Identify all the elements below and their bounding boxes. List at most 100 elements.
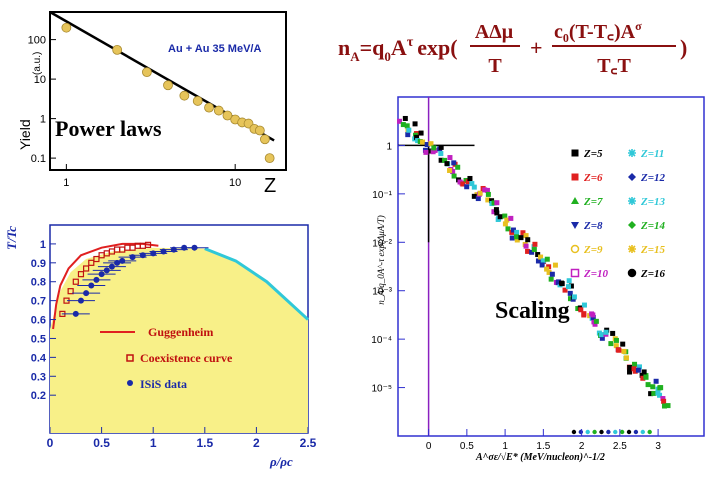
coexistence-point (144, 241, 152, 248)
formula-frac1-den: T (488, 55, 502, 77)
scaling-legend-label: Z=11 (640, 148, 664, 160)
scaling-x-tick-label: 3 (655, 441, 661, 452)
scaling-point (608, 341, 614, 347)
coexistence-x-tick-label: 2.5 (300, 436, 317, 450)
scaling-y-tick-label: 10⁻⁵ (371, 384, 392, 395)
scaling-point (520, 230, 526, 236)
power-law-point (61, 22, 72, 33)
coexistence-y-tick-label: 0.7 (31, 296, 46, 308)
isis-point (191, 244, 198, 251)
power-law-point (213, 105, 224, 116)
scaling-point (502, 221, 508, 227)
scaling-legend-marker (628, 173, 636, 181)
isis-point (88, 282, 95, 289)
scaling-point (477, 190, 483, 196)
scaling-point (514, 229, 520, 235)
scaling-legend-label: Z=5 (583, 148, 603, 160)
scaling-point (619, 429, 625, 435)
scaling-point (438, 151, 444, 157)
coexistence-y-tick-label: 0.2 (31, 390, 46, 402)
scaling-point (603, 329, 609, 335)
power-law-xlabel: Z (264, 175, 276, 197)
scaling-legend-label: Z=8 (583, 220, 603, 232)
scaling-point (471, 184, 477, 190)
coexistence-y-tick-label: 0.3 (31, 371, 46, 383)
formula-eq: =q (360, 35, 386, 60)
scaling-point (599, 335, 605, 341)
scaling-point (414, 134, 420, 140)
scaling-point (485, 191, 491, 197)
scaling-point (540, 258, 546, 264)
coexistence-point (67, 288, 74, 295)
scaling-point (430, 149, 436, 155)
scaling-legend-label: Z=14 (640, 220, 665, 232)
scaling-legend-marker (627, 268, 637, 278)
scaling-point (523, 233, 529, 239)
coexistence-region (50, 247, 308, 433)
scaling-point (465, 179, 471, 185)
power-law-point (204, 102, 214, 113)
scaling-legend: Z=5 Z=6 Z=7 Z=8 Z=9 Z=10 Z=11 Z=12 Z=13 Z=14 Z=15 Z… (570, 148, 665, 280)
scaling-y-tick-label: 1 (386, 141, 392, 152)
scaling-formula: nA=q0Aτ exp( AΔμ T + c₀(T-T꜀)Aσ T꜀T ) (338, 19, 687, 77)
guggenheim-curve (52, 242, 159, 330)
scaling-point (404, 123, 410, 129)
coexistence-point (83, 265, 90, 272)
legend-isis-marker (127, 380, 133, 386)
scaling-point (418, 130, 424, 136)
scaling-point (549, 271, 555, 277)
scaling-point (620, 341, 626, 347)
scaling-point (567, 290, 573, 296)
scaling-point (491, 200, 497, 206)
scaling-point (447, 155, 453, 161)
coexistence-y-tick-label: 0.8 (31, 277, 46, 289)
scaling-point (661, 403, 667, 409)
scaling-point (639, 372, 645, 378)
scaling-legend-label: Z=6 (583, 172, 603, 184)
coexistence-x-tick-label: 1.5 (196, 436, 213, 450)
formula-close: ) (680, 35, 687, 60)
scaling-point (406, 127, 412, 133)
scaling-point (493, 207, 499, 213)
power-law-y-tick-label: 100 (28, 35, 46, 47)
coexistence-x-tick-label: 0 (47, 436, 54, 450)
scaling-point (397, 118, 403, 124)
scaling-point (640, 375, 646, 381)
scaling-point (539, 262, 545, 268)
power-law-point (222, 110, 233, 121)
scaling-point (626, 429, 632, 435)
scaling-point (655, 390, 661, 396)
scaling-point (460, 181, 466, 187)
scaling-point (578, 307, 584, 313)
scaling-x-tick-label: 1.5 (536, 441, 550, 452)
scaling-point (428, 141, 434, 147)
scaling-point (575, 306, 581, 312)
scaling-point (485, 197, 491, 203)
scaling-point (651, 390, 657, 396)
scaling-point (657, 385, 663, 391)
power-law-annotation: Au + Au 35 MeV/A (168, 43, 261, 55)
scaling-point (494, 210, 500, 216)
scaling-x-ticks: 0 0.5 1 1.5 2 2.5 3 (426, 429, 661, 452)
coexistence-x-tick-label: 2 (253, 436, 260, 450)
coexistence-x-ticks: 0 0.5 1 1.5 2 2.5 (47, 427, 317, 450)
scaling-point (510, 227, 516, 233)
scaling-ylabel: n_A/q_0A^-τ exp(ΔμA/T) (376, 215, 386, 305)
scaling-point (578, 429, 584, 435)
scaling-point (438, 157, 444, 163)
scaling-point (509, 235, 515, 241)
scaling-point (552, 262, 558, 268)
scaling-point (592, 321, 598, 327)
power-law-y-tick-label: 0.1 (31, 153, 46, 165)
scaling-legend-label: Z=16 (640, 268, 665, 280)
formula-plus: + (530, 35, 543, 60)
legend-guggenheim: Guggenheim (148, 325, 213, 339)
formula-frac2-den: T꜀T (597, 55, 631, 77)
scaling-point (635, 367, 641, 373)
coexistence-ylabel: T/Tc (4, 226, 19, 250)
scaling-point (665, 403, 671, 409)
scaling-point (475, 196, 481, 202)
power-law-ylabel: Yield (17, 119, 33, 150)
scaling-point (590, 312, 596, 318)
scaling-point (491, 209, 497, 215)
